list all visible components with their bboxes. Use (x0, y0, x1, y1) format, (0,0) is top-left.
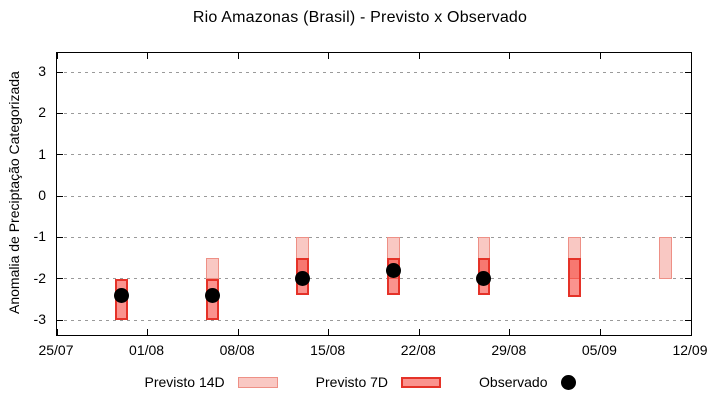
x-tick-bottom (599, 329, 601, 335)
x-tick-bottom (418, 329, 420, 335)
previsto-7d-swatch-icon (401, 376, 442, 388)
y-tick-left (57, 112, 63, 114)
y-gridline (57, 154, 691, 156)
x-tick-top (599, 53, 601, 59)
x-tick-label: 05/09 (581, 342, 617, 358)
y-tick-left (57, 278, 63, 280)
y-tick-right (685, 319, 691, 321)
y-tick-label: 3 (38, 63, 46, 80)
y-tick-left (57, 236, 63, 238)
y-gridline (57, 319, 691, 321)
legend-item-previsto-14d: Previsto 14D (145, 374, 278, 390)
x-tick-label: 12/09 (672, 342, 708, 358)
y-tick-label: 0 (38, 187, 46, 204)
x-tick-bottom (509, 329, 511, 335)
y-tick-label: 2 (38, 104, 46, 121)
x-tick-bottom (56, 329, 58, 335)
y-gridline (57, 112, 691, 114)
x-tick-top (509, 53, 511, 59)
legend-label-observado: Observado (479, 374, 548, 390)
previsto-14d-box (205, 258, 219, 279)
x-tick-top (147, 53, 149, 59)
observado-dot (204, 287, 220, 303)
chart-title: Rio Amazonas (Brasil) - Previsto x Obser… (192, 9, 528, 26)
y-gridline (57, 278, 691, 280)
observado-dot (476, 271, 492, 287)
legend: Previsto 14D Previsto 7D Observado (0, 369, 720, 395)
legend-item-observado: Observado (479, 374, 576, 390)
y-tick-label: -1 (33, 228, 46, 245)
x-tick-label: 08/08 (219, 342, 255, 358)
x-tick-bottom (147, 329, 149, 335)
observado-dot (295, 271, 311, 287)
previsto-14d-box (658, 237, 672, 279)
y-tick-right (685, 154, 691, 156)
x-tick-label: 25/07 (38, 342, 74, 358)
y-tick-right (685, 278, 691, 280)
observado-dot (114, 287, 130, 303)
legend-item-previsto-7d: Previsto 7D (315, 374, 442, 390)
legend-label-previsto-7d: Previsto 7D (315, 374, 389, 390)
y-gridline (57, 195, 691, 197)
x-tick-top (690, 53, 692, 59)
x-tick-label: 22/08 (400, 342, 436, 358)
y-tick-left (57, 195, 63, 197)
y-tick-left (57, 154, 63, 156)
y-tick-label: -2 (33, 269, 46, 286)
observado-dot (385, 262, 401, 278)
y-tick-right (685, 112, 691, 114)
x-tick-label: 29/08 (491, 342, 527, 358)
y-tick-right (685, 195, 691, 197)
plot-area (56, 52, 692, 336)
x-tick-bottom (328, 329, 330, 335)
y-gridline (57, 236, 691, 238)
previsto-14d-swatch-icon (237, 376, 278, 388)
y-tick-right (685, 236, 691, 238)
y-tick-label: -3 (33, 311, 46, 328)
x-tick-label: 01/08 (129, 342, 165, 358)
y-tick-label: 1 (38, 145, 46, 162)
previsto-7d-box (568, 258, 582, 298)
x-tick-top (56, 53, 58, 59)
y-gridline (57, 71, 691, 73)
x-tick-bottom (690, 329, 692, 335)
x-tick-top (328, 53, 330, 59)
x-tick-bottom (237, 329, 239, 335)
x-tick-top (418, 53, 420, 59)
y-tick-left (57, 319, 63, 321)
y-tick-left (57, 71, 63, 73)
observado-dot-icon (560, 374, 576, 390)
x-tick-top (237, 53, 239, 59)
y-tick-right (685, 71, 691, 73)
legend-label-previsto-14d: Previsto 14D (144, 374, 225, 390)
x-tick-label: 15/08 (310, 342, 346, 358)
